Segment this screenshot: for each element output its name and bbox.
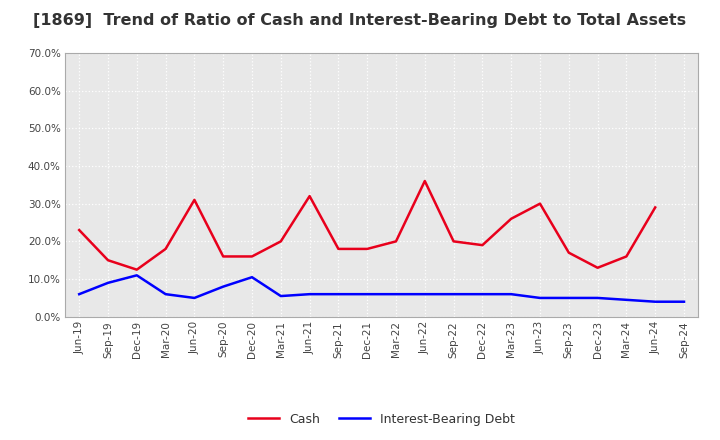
Interest-Bearing Debt (449, 292, 458, 297)
Interest-Bearing Debt (248, 275, 256, 280)
Cash (449, 239, 458, 244)
Interest-Bearing Debt (680, 299, 688, 304)
Cash (190, 197, 199, 202)
Cash (248, 254, 256, 259)
Cash (564, 250, 573, 255)
Cash (276, 239, 285, 244)
Interest-Bearing Debt (334, 292, 343, 297)
Cash (132, 267, 141, 272)
Cash (478, 242, 487, 248)
Legend: Cash, Interest-Bearing Debt: Cash, Interest-Bearing Debt (243, 407, 520, 430)
Interest-Bearing Debt (536, 295, 544, 301)
Interest-Bearing Debt (161, 292, 170, 297)
Cash (593, 265, 602, 271)
Interest-Bearing Debt (622, 297, 631, 302)
Interest-Bearing Debt (593, 295, 602, 301)
Interest-Bearing Debt (392, 292, 400, 297)
Interest-Bearing Debt (75, 292, 84, 297)
Cash (161, 246, 170, 252)
Interest-Bearing Debt (305, 292, 314, 297)
Interest-Bearing Debt (104, 280, 112, 286)
Interest-Bearing Debt (219, 284, 228, 289)
Interest-Bearing Debt (190, 295, 199, 301)
Interest-Bearing Debt (420, 292, 429, 297)
Cash (363, 246, 372, 252)
Line: Cash: Cash (79, 181, 655, 270)
Cash (104, 257, 112, 263)
Cash (305, 194, 314, 199)
Cash (392, 239, 400, 244)
Cash (507, 216, 516, 221)
Cash (219, 254, 228, 259)
Cash (334, 246, 343, 252)
Text: [1869]  Trend of Ratio of Cash and Interest-Bearing Debt to Total Assets: [1869] Trend of Ratio of Cash and Intere… (33, 13, 687, 28)
Interest-Bearing Debt (132, 273, 141, 278)
Interest-Bearing Debt (276, 293, 285, 299)
Cash (651, 205, 660, 210)
Cash (536, 201, 544, 206)
Cash (622, 254, 631, 259)
Interest-Bearing Debt (564, 295, 573, 301)
Interest-Bearing Debt (363, 292, 372, 297)
Interest-Bearing Debt (651, 299, 660, 304)
Cash (420, 178, 429, 183)
Interest-Bearing Debt (507, 292, 516, 297)
Cash (75, 227, 84, 233)
Line: Interest-Bearing Debt: Interest-Bearing Debt (79, 275, 684, 302)
Interest-Bearing Debt (478, 292, 487, 297)
